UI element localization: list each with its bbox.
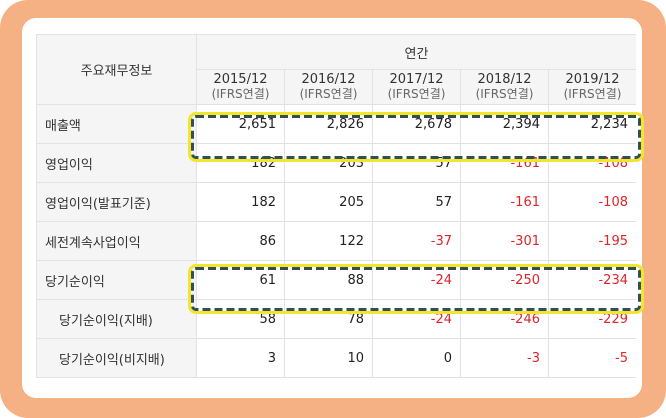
row-label: 당기순이익 [36,260,197,300]
corner-header: 주요재무정보 [36,34,197,105]
table-row: 세전계속사업이익 86 122 -37 -301 -195 [36,221,636,261]
value-cell: -161 [460,182,549,222]
value-cell: 88 [284,260,373,300]
value-cell: 2,826 [284,104,373,144]
value-cell: 205 [284,182,373,222]
accounting-basis-label: (IFRS연결) [387,87,446,101]
year-header: 2018/12 (IFRS연결) [460,69,549,105]
row-label: 당기순이익(지배) [36,299,197,339]
table-row: 매출액 2,651 2,826 2,678 2,394 2,234 [36,104,636,144]
table-row: 당기순이익 61 88 -24 -250 -234 [36,260,636,300]
year-label: 2019/12 [565,72,620,87]
value-cell: 2,234 [548,104,636,144]
value-cell: 3 [196,338,285,378]
value-cell: -250 [460,260,549,300]
year-label: 2015/12 [213,72,268,87]
value-cell: 61 [196,260,285,300]
accounting-basis-label: (IFRS연결) [299,87,358,101]
year-header: 2017/12 (IFRS연결) [372,69,461,105]
value-cell: -229 [548,299,636,339]
value-cell: 10 [284,338,373,378]
year-header: 2019/12 (IFRS연결) [548,69,636,105]
row-label: 영업이익(발표기준) [36,182,197,222]
value-cell: 203 [284,143,373,183]
value-cell: 182 [196,143,285,183]
value-cell: -108 [548,143,636,183]
value-cell: 182 [196,182,285,222]
value-cell: -195 [548,221,636,261]
value-cell: -246 [460,299,549,339]
accounting-basis-label: (IFRS연결) [475,87,534,101]
table-row: 당기순이익(비지배) 3 10 0 -3 -5 [36,338,636,378]
financial-summary-table: 주요재무정보 연간 2015/12 (IFRS연결) 2016/12 (IFRS연결)… [36,34,636,378]
row-label: 영업이익 [36,143,197,183]
year-header: 2015/12 (IFRS연결) [196,69,285,105]
value-cell: -24 [372,260,461,300]
value-cell: 2,678 [372,104,461,144]
value-cell: 86 [196,221,285,261]
accounting-basis-label: (IFRS연결) [211,87,270,101]
table-body: 매출액 2,651 2,826 2,678 2,394 2,234 영업이익 182 203 57… [36,104,636,378]
annual-group-header: 연간 [196,34,636,70]
value-cell: -24 [372,299,461,339]
table-row: 당기순이익(지배) 58 78 -24 -246 -229 [36,299,636,339]
row-label: 매출액 [36,104,197,144]
value-cell: -234 [548,260,636,300]
value-cell: -301 [460,221,549,261]
row-label: 세전계속사업이익 [36,221,197,261]
value-cell: 0 [372,338,461,378]
value-cell: 2,394 [460,104,549,144]
table-row: 영업이익 182 203 57 -161 -108 [36,143,636,183]
value-cell: 122 [284,221,373,261]
year-label: 2018/12 [477,72,532,87]
year-header: 2016/12 (IFRS연결) [284,69,373,105]
year-label: 2016/12 [301,72,356,87]
content-panel: 주요재무정보 연간 2015/12 (IFRS연결) 2016/12 (IFRS연결)… [22,18,642,398]
value-cell: 78 [284,299,373,339]
value-cell: -108 [548,182,636,222]
accounting-basis-label: (IFRS연결) [563,87,622,101]
value-cell: 57 [372,143,461,183]
value-cell: -161 [460,143,549,183]
header-row-annual: 주요재무정보 연간 [36,34,636,105]
value-cell: -37 [372,221,461,261]
table-row: 영업이익(발표기준) 182 205 57 -161 -108 [36,182,636,222]
row-label: 당기순이익(비지배) [36,338,197,378]
value-cell: 57 [372,182,461,222]
value-cell: 58 [196,299,285,339]
year-label: 2017/12 [389,72,444,87]
value-cell: -5 [548,338,636,378]
value-cell: 2,651 [196,104,285,144]
financial-table-container: 주요재무정보 연간 2015/12 (IFRS연결) 2016/12 (IFRS연결)… [36,34,636,398]
value-cell: -3 [460,338,549,378]
header-row-years: 2015/12 (IFRS연결) 2016/12 (IFRS연결) 2017/12 (IF… [37,69,636,105]
